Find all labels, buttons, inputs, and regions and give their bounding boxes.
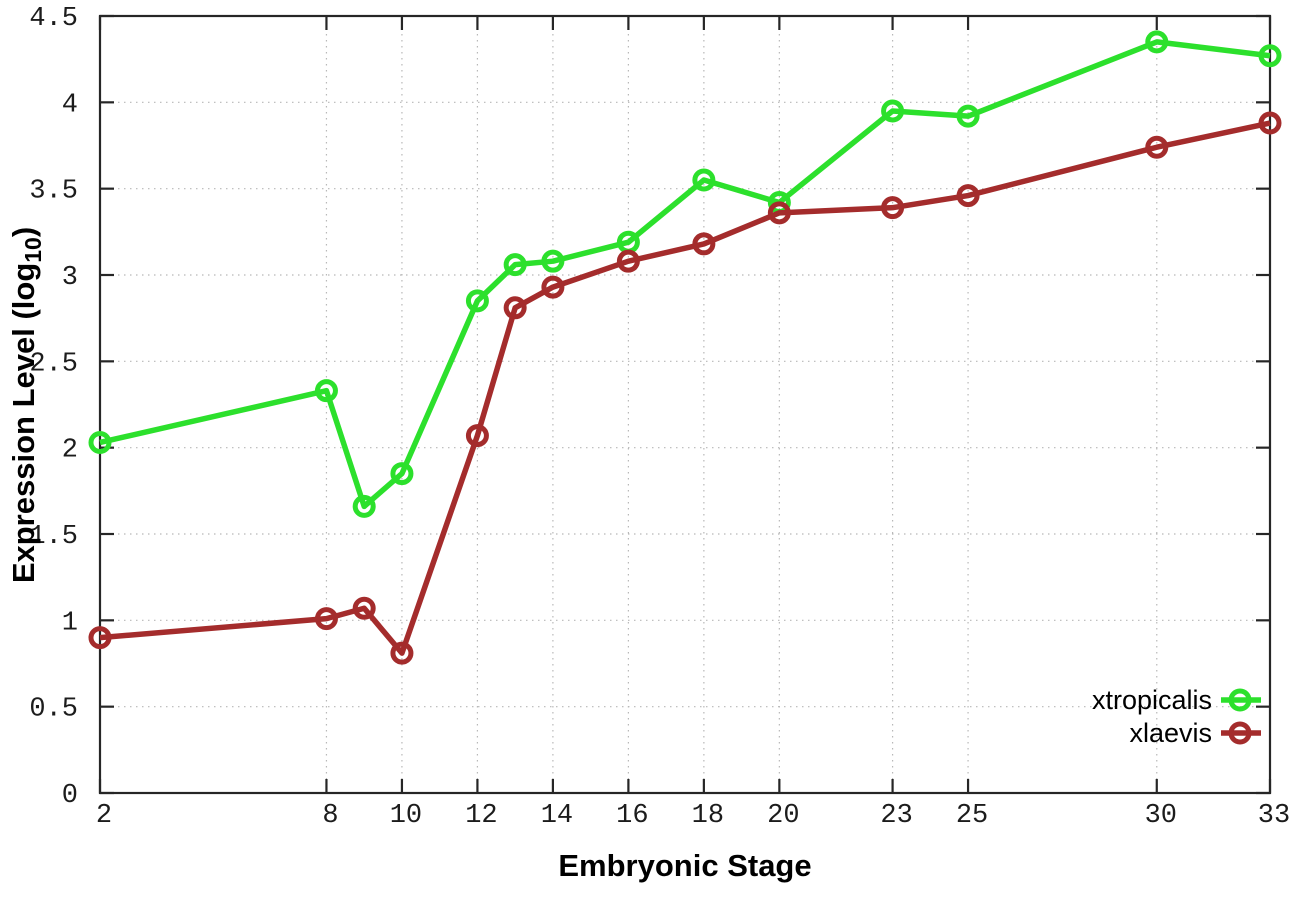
- y-axis-title-subscript: 10: [20, 237, 46, 263]
- x-tick-label-8: 8: [322, 801, 338, 831]
- x-tick-label-33: 33: [1258, 801, 1290, 831]
- data-point-xlaevis-23: [881, 196, 905, 220]
- y-tick-label-4.5: 4.5: [29, 4, 78, 34]
- data-point-xlaevis-30: [1145, 135, 1169, 159]
- legend: xtropicalis xlaevis: [1092, 685, 1261, 748]
- data-point-xlaevis-8: [314, 607, 338, 631]
- y-tick-label-3: 3: [62, 263, 78, 293]
- x-tick-labels: 2 8 10 12 14 16 18 20 23 25 30 33: [96, 801, 1290, 831]
- data-point-xtropicalis-12: [465, 289, 489, 313]
- y-tick-label-0: 0: [62, 781, 78, 811]
- legend-label-xlaevis: xlaevis: [1129, 718, 1212, 748]
- y-tick-label-1: 1: [62, 608, 78, 638]
- data-point-xlaevis-14: [541, 275, 565, 299]
- data-point-xtropicalis-23: [881, 99, 905, 123]
- legend-marker-xtropicalis: [1228, 688, 1252, 712]
- y-axis-title: Expression Level (log10): [6, 227, 46, 583]
- y-tick-label-0.5: 0.5: [29, 695, 78, 725]
- y-axis-title-main: Expression Level (log: [6, 263, 41, 583]
- data-series: [88, 30, 1282, 665]
- legend-label-xtropicalis: xtropicalis: [1092, 685, 1212, 715]
- series-line-xtropicalis: [99, 39, 1271, 510]
- axis-ticks: [98, 14, 1272, 795]
- series-line-xlaevis: [99, 120, 1271, 656]
- y-tick-label-2.5: 2.5: [29, 349, 78, 379]
- data-point-xlaevis-10: [390, 641, 414, 665]
- data-point-xtropicalis-30: [1145, 30, 1169, 54]
- y-tick-label-2: 2: [62, 436, 78, 466]
- data-point-xlaevis-18: [692, 232, 716, 256]
- data-point-xlaevis-12: [465, 424, 489, 448]
- x-tick-label-14: 14: [541, 801, 573, 831]
- x-tick-label-10: 10: [390, 801, 422, 831]
- legend-marker-xlaevis: [1228, 721, 1252, 745]
- data-point-xtropicalis-13: [503, 253, 527, 277]
- data-point-xlaevis-13: [503, 296, 527, 320]
- x-axis-title: Embryonic Stage: [558, 848, 811, 883]
- data-point-xlaevis-33: [1258, 111, 1282, 135]
- plot-border: [98, 14, 1272, 795]
- x-tick-label-18: 18: [692, 801, 724, 831]
- data-point-xtropicalis-14: [541, 249, 565, 273]
- data-point-xtropicalis-9: [352, 494, 376, 518]
- data-point-xlaevis-9: [352, 596, 376, 620]
- y-tick-label-4: 4: [62, 90, 78, 120]
- data-point-xtropicalis-18: [692, 168, 716, 192]
- y-tick-labels: 0 0.5 1 1.5 2 2.5 3 3.5 4 4.5: [29, 4, 78, 811]
- data-point-xtropicalis-33: [1258, 44, 1282, 68]
- data-point-xlaevis-2: [88, 626, 112, 650]
- data-point-xtropicalis-10: [390, 462, 414, 486]
- x-tick-label-16: 16: [616, 801, 648, 831]
- series-xtropicalis: [88, 30, 1282, 518]
- data-point-xlaevis-16: [616, 249, 640, 273]
- data-point-xtropicalis-25: [956, 104, 980, 128]
- data-point-xtropicalis-2: [88, 430, 112, 454]
- x-tick-label-30: 30: [1145, 801, 1177, 831]
- data-point-xlaevis-20: [767, 201, 791, 225]
- x-tick-label-12: 12: [465, 801, 497, 831]
- legend-item-xtropicalis: xtropicalis: [1092, 685, 1261, 715]
- x-tick-label-25: 25: [956, 801, 988, 831]
- y-axis-title-close: ): [6, 227, 41, 237]
- series-xlaevis: [88, 111, 1282, 665]
- data-point-xtropicalis-8: [314, 379, 338, 403]
- x-tick-label-23: 23: [880, 801, 912, 831]
- legend-item-xlaevis: xlaevis: [1129, 718, 1261, 748]
- y-tick-label-3.5: 3.5: [29, 177, 78, 207]
- data-point-xlaevis-25: [956, 184, 980, 208]
- x-tick-label-2: 2: [96, 801, 112, 831]
- y-tick-label-1.5: 1.5: [29, 522, 78, 552]
- x-tick-label-20: 20: [767, 801, 799, 831]
